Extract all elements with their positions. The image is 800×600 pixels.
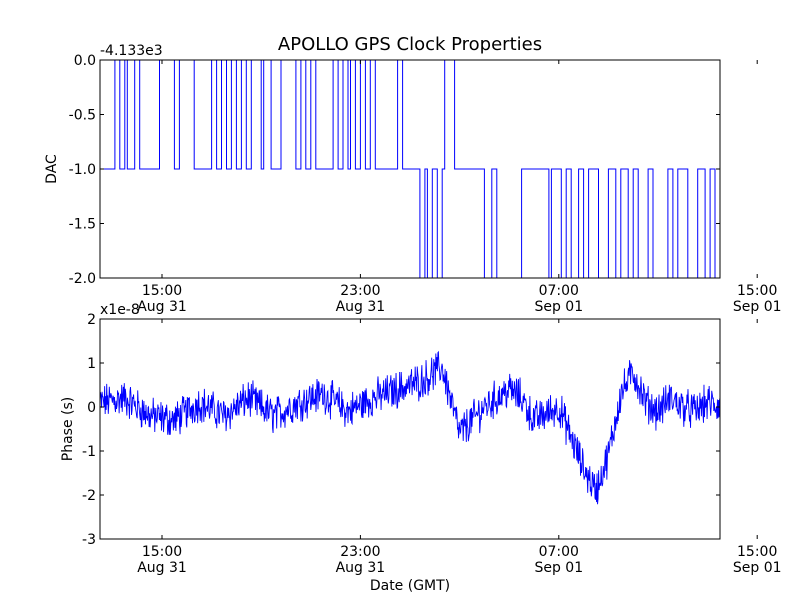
x-tick-time-label: 07:00 <box>539 544 579 560</box>
y-tick-label: 2 <box>87 312 96 328</box>
phase-series-line <box>99 350 721 505</box>
y-tick-label: -2 <box>82 488 96 504</box>
x-tick-date-label: Aug 31 <box>336 299 386 315</box>
x-tick-date-label: Aug 31 <box>137 560 187 576</box>
dac-series-line <box>100 59 721 279</box>
x-tick-date-label: Sep 01 <box>733 560 782 576</box>
x-tick-date-label: Sep 01 <box>733 299 782 315</box>
y-tick-label: 0 <box>87 400 96 416</box>
y-tick-label: 1 <box>87 356 96 372</box>
x-tick-time-label: 23:00 <box>340 544 380 560</box>
y-tick-label: -1.0 <box>69 162 96 178</box>
x-tick-time-label: 23:00 <box>340 283 380 299</box>
x-tick-time-label: 15:00 <box>142 283 182 299</box>
y-axis-label: DAC <box>44 154 60 184</box>
y-tick-label: -3 <box>82 532 96 548</box>
x-tick-time-label: 15:00 <box>737 283 777 299</box>
y-tick-label: -0.5 <box>69 108 96 124</box>
axis-offset-label: -4.133e3 <box>100 43 163 59</box>
x-tick-time-label: 15:00 <box>737 544 777 560</box>
x-tick-date-label: Aug 31 <box>137 299 187 315</box>
y-tick-label: 0.0 <box>74 53 96 69</box>
x-tick-date-label: Aug 31 <box>336 560 386 576</box>
y-tick-label: -1.5 <box>69 217 96 233</box>
y-axis-label: Phase (s) <box>60 397 76 461</box>
x-tick-date-label: Sep 01 <box>534 299 583 315</box>
y-tick-label: -1 <box>82 444 96 460</box>
x-tick-date-label: Sep 01 <box>534 560 583 576</box>
x-tick-time-label: 15:00 <box>142 544 182 560</box>
axis-offset-label: x1e-8 <box>100 302 140 318</box>
y-tick-label: -2.0 <box>69 271 96 287</box>
chart-title: APOLLO GPS Clock Properties <box>278 34 542 55</box>
plot-frame <box>99 318 721 540</box>
x-axis-label: Date (GMT) <box>370 578 450 594</box>
x-tick-time-label: 07:00 <box>539 283 579 299</box>
